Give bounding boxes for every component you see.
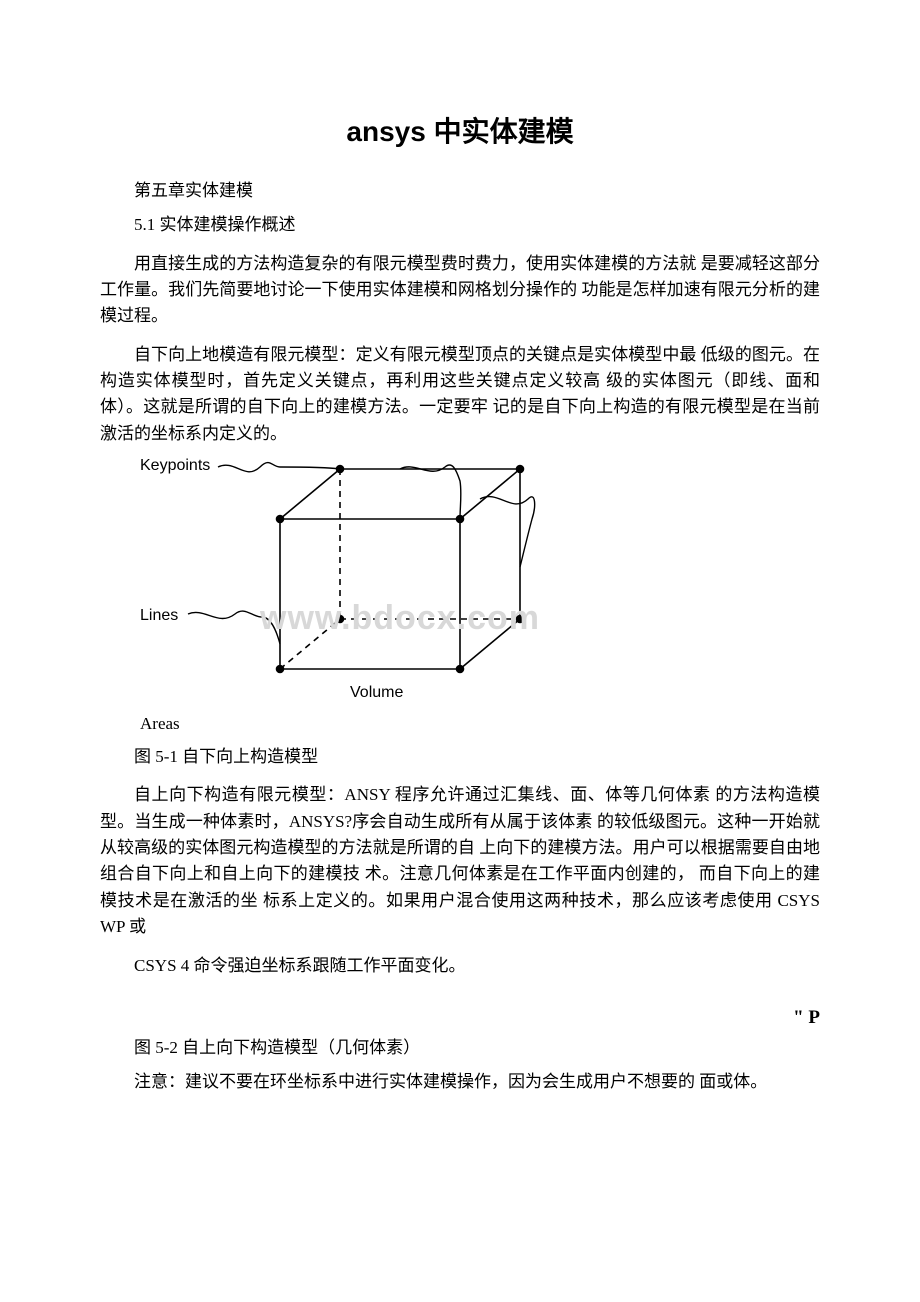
paragraph-4: CSYS 4 命令强迫坐标系跟随工作平面变化。 [100,953,820,979]
paragraph-1: 用直接生成的方法构造复杂的有限元模型费时费力，使用实体建模的方法就 是要减轻这部… [100,251,820,330]
paragraph-3: 自上向下构造有限元模型：ANSY 程序允许通过汇集线、面、体等几何体素 的方法构… [100,782,820,940]
chapter-heading: 第五章实体建模 [100,178,820,204]
cube-diagram: Keypoints Lines Volume www.bdocx.com [140,459,560,704]
figure-1: Keypoints Lines Volume www.bdocx.com [140,459,820,704]
page-title: ansys 中实体建模 [100,110,820,150]
label-keypoints: Keypoints [140,457,210,475]
watermark-text: www.bdocx.com [260,599,540,638]
paragraph-5: 注意：建议不要在环坐标系中进行实体建模操作，因为会生成用户不想要的 面或体。 [100,1069,820,1095]
figure-1-caption: 图 5-1 自下向上构造模型 [100,744,820,770]
section-heading: 5.1 实体建模操作概述 [100,212,820,238]
label-areas: Areas [140,714,820,734]
document-page: ansys 中实体建模 第五章实体建模 5.1 实体建模操作概述 用直接生成的方… [0,0,920,1168]
figure-2-caption: 图 5-2 自上向下构造模型（几何体素） [100,1035,820,1061]
paragraph-2: 自下向上地模造有限元模型：定义有限元模型顶点的关键点是实体模型中最 低级的图元。… [100,342,820,447]
label-lines: Lines [140,607,178,625]
quoted-p: " P [100,1007,820,1029]
label-volume: Volume [350,684,403,702]
cube-svg [140,459,560,684]
